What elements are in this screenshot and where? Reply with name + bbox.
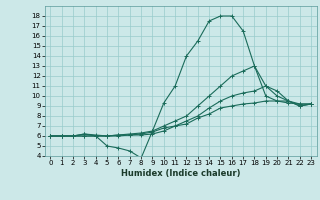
X-axis label: Humidex (Indice chaleur): Humidex (Indice chaleur)	[121, 169, 241, 178]
